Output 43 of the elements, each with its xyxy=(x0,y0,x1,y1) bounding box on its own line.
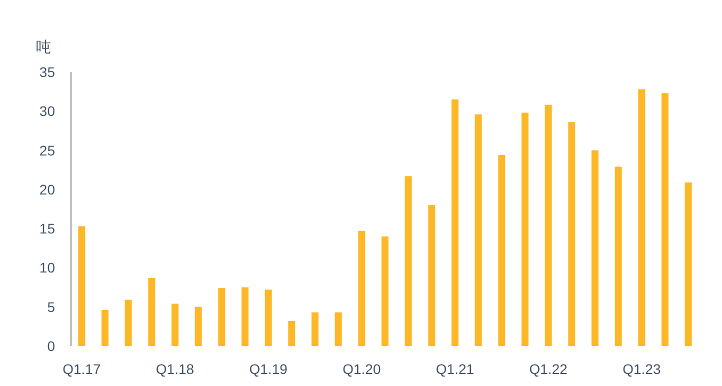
y-tick-label: 5 xyxy=(47,298,56,315)
bar xyxy=(614,166,622,346)
bar xyxy=(382,236,388,346)
bar xyxy=(312,312,318,346)
bar xyxy=(288,320,296,346)
y-tick-label: 20 xyxy=(39,181,56,198)
x-tick-label: Q1.23 xyxy=(622,361,661,377)
x-tick-label: Q1.19 xyxy=(249,361,288,377)
y-tick-label: 0 xyxy=(47,338,56,354)
bar xyxy=(218,288,226,346)
x-tick-label: Q1.22 xyxy=(529,361,568,377)
x-tick-label: Q1.17 xyxy=(62,361,101,377)
y-tick-label: 25 xyxy=(39,142,56,158)
bar xyxy=(102,310,108,346)
x-tick-label: Q1.18 xyxy=(156,361,194,377)
y-tick-label: 35 xyxy=(39,64,56,80)
bar xyxy=(404,176,412,346)
y-tick-label: 15 xyxy=(39,220,56,237)
bar xyxy=(194,306,202,346)
bar xyxy=(638,89,646,346)
x-tick-label: Q1.21 xyxy=(436,361,474,377)
bar xyxy=(78,226,86,346)
y-tick-label: 30 xyxy=(39,103,56,120)
bar xyxy=(662,93,668,346)
bar xyxy=(264,290,272,346)
bar xyxy=(452,99,458,346)
bar xyxy=(334,312,342,346)
bar xyxy=(522,112,528,346)
bar xyxy=(124,300,132,346)
y-axis-title: 吨 xyxy=(36,39,51,56)
bar xyxy=(498,154,506,346)
x-tick-label: Q1.20 xyxy=(342,361,381,377)
bar xyxy=(428,205,436,346)
bar xyxy=(474,114,482,346)
bar xyxy=(172,304,178,346)
bar xyxy=(592,150,598,346)
bar xyxy=(358,230,366,346)
bar xyxy=(148,278,156,346)
bar xyxy=(568,122,576,346)
bar xyxy=(684,182,692,346)
bar xyxy=(544,104,552,346)
bar xyxy=(242,287,248,346)
y-tick-label: 10 xyxy=(39,260,56,276)
